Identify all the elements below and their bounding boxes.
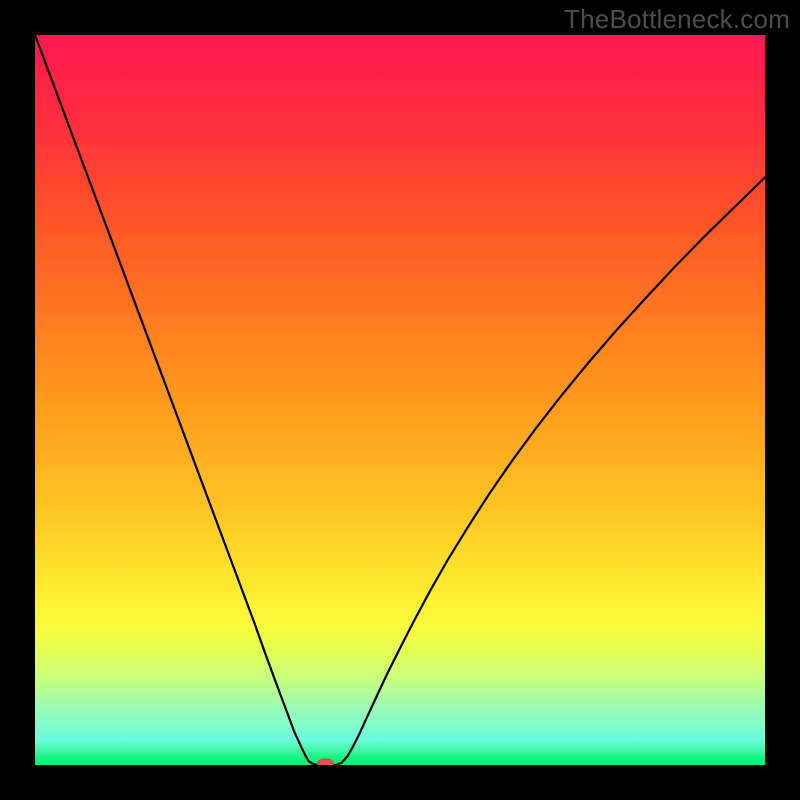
chart-frame: TheBottleneck.com [0, 0, 800, 800]
gradient-plot [35, 35, 765, 765]
chart-svg [35, 35, 765, 765]
gradient-background [35, 35, 765, 765]
optimal-point-marker [318, 759, 334, 765]
watermark-label: TheBottleneck.com [564, 4, 790, 35]
